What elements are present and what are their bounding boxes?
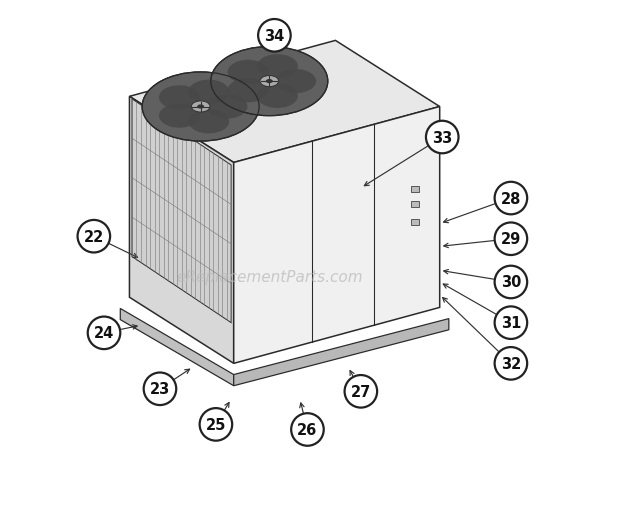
Circle shape: [88, 317, 120, 349]
Polygon shape: [234, 319, 449, 386]
Bar: [411, 202, 419, 208]
Circle shape: [426, 122, 459, 154]
Polygon shape: [130, 41, 440, 163]
Text: 33: 33: [432, 130, 453, 145]
Circle shape: [495, 266, 527, 299]
Text: 23: 23: [150, 382, 170, 397]
Text: 22: 22: [84, 229, 104, 244]
Ellipse shape: [211, 47, 328, 117]
Text: eReplacementParts.com: eReplacementParts.com: [176, 270, 363, 285]
Polygon shape: [132, 100, 231, 323]
Circle shape: [495, 307, 527, 340]
Ellipse shape: [159, 86, 200, 110]
Ellipse shape: [260, 76, 278, 88]
Text: 34: 34: [264, 29, 285, 44]
Ellipse shape: [257, 84, 298, 109]
Text: 31: 31: [501, 316, 521, 330]
Circle shape: [144, 373, 176, 405]
Text: 25: 25: [206, 417, 226, 432]
Circle shape: [291, 413, 324, 446]
Circle shape: [345, 375, 377, 408]
Ellipse shape: [228, 61, 268, 85]
Circle shape: [495, 182, 527, 215]
Bar: [411, 219, 419, 225]
Circle shape: [78, 220, 110, 253]
Ellipse shape: [206, 95, 247, 120]
Text: 28: 28: [501, 191, 521, 206]
Text: 27: 27: [351, 384, 371, 399]
Circle shape: [495, 223, 527, 256]
Ellipse shape: [188, 80, 229, 105]
Text: 29: 29: [501, 232, 521, 247]
Circle shape: [258, 20, 291, 52]
Polygon shape: [234, 107, 440, 363]
Ellipse shape: [188, 110, 229, 134]
Text: 32: 32: [501, 356, 521, 371]
Circle shape: [200, 408, 232, 441]
Ellipse shape: [266, 80, 273, 84]
Text: 30: 30: [501, 275, 521, 290]
Circle shape: [495, 348, 527, 380]
Ellipse shape: [159, 104, 200, 128]
Bar: [411, 186, 419, 192]
Ellipse shape: [142, 73, 259, 142]
Ellipse shape: [257, 55, 298, 79]
Polygon shape: [120, 309, 234, 386]
Ellipse shape: [275, 70, 316, 94]
Ellipse shape: [197, 105, 204, 109]
Ellipse shape: [228, 79, 268, 103]
Ellipse shape: [192, 102, 210, 113]
Polygon shape: [130, 97, 234, 363]
Text: 24: 24: [94, 326, 114, 341]
Text: 26: 26: [298, 422, 317, 437]
